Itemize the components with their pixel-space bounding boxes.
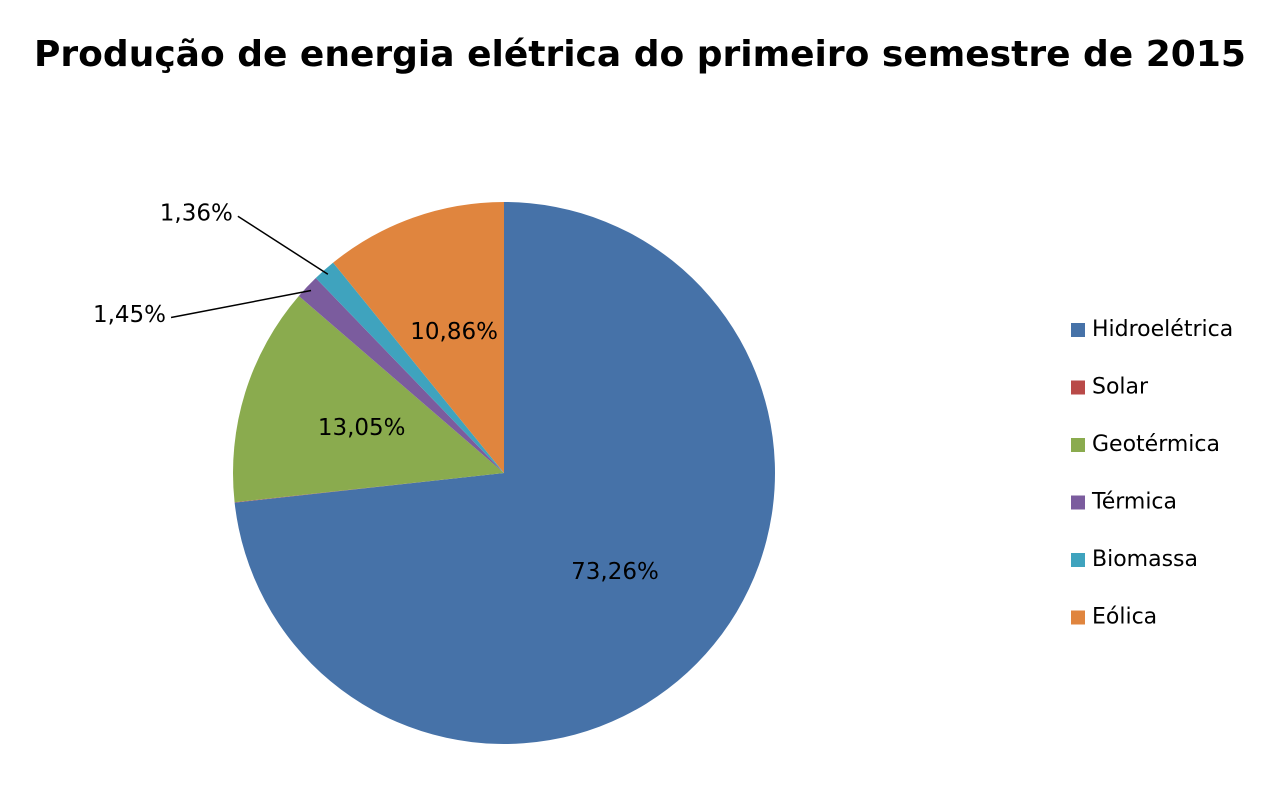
legend-label: Biomassa [1092, 547, 1198, 572]
data-label: 13,05% [318, 415, 406, 441]
legend-label: Geotérmica [1092, 432, 1220, 457]
legend-label: Térmica [1091, 490, 1177, 515]
legend-swatch [1071, 610, 1085, 625]
pie-slice [315, 262, 504, 473]
pie-slice [233, 295, 505, 503]
legend-label: Hidroelétrica [1092, 317, 1233, 342]
data-label: 1,36% [160, 201, 233, 227]
legend-label: Solar [1092, 375, 1149, 400]
pie-slice [234, 473, 505, 503]
pie-slice [298, 278, 504, 473]
pie-slice [333, 202, 504, 473]
data-label: 1,45% [93, 302, 166, 328]
legend-label: Eólica [1092, 605, 1157, 630]
legend-swatch [1071, 495, 1085, 510]
data-label: 73,26% [571, 559, 659, 585]
legend-swatch [1071, 438, 1085, 452]
leader-line [170, 289, 312, 319]
leader-line [237, 215, 329, 275]
legend-swatch [1071, 380, 1085, 395]
data-label: 10,86% [410, 319, 498, 345]
legend-swatch [1071, 323, 1085, 337]
legend-swatch [1071, 553, 1085, 567]
pie-slice [234, 202, 776, 744]
chart-title: Produção de energia elétrica do primeiro… [34, 34, 1246, 75]
